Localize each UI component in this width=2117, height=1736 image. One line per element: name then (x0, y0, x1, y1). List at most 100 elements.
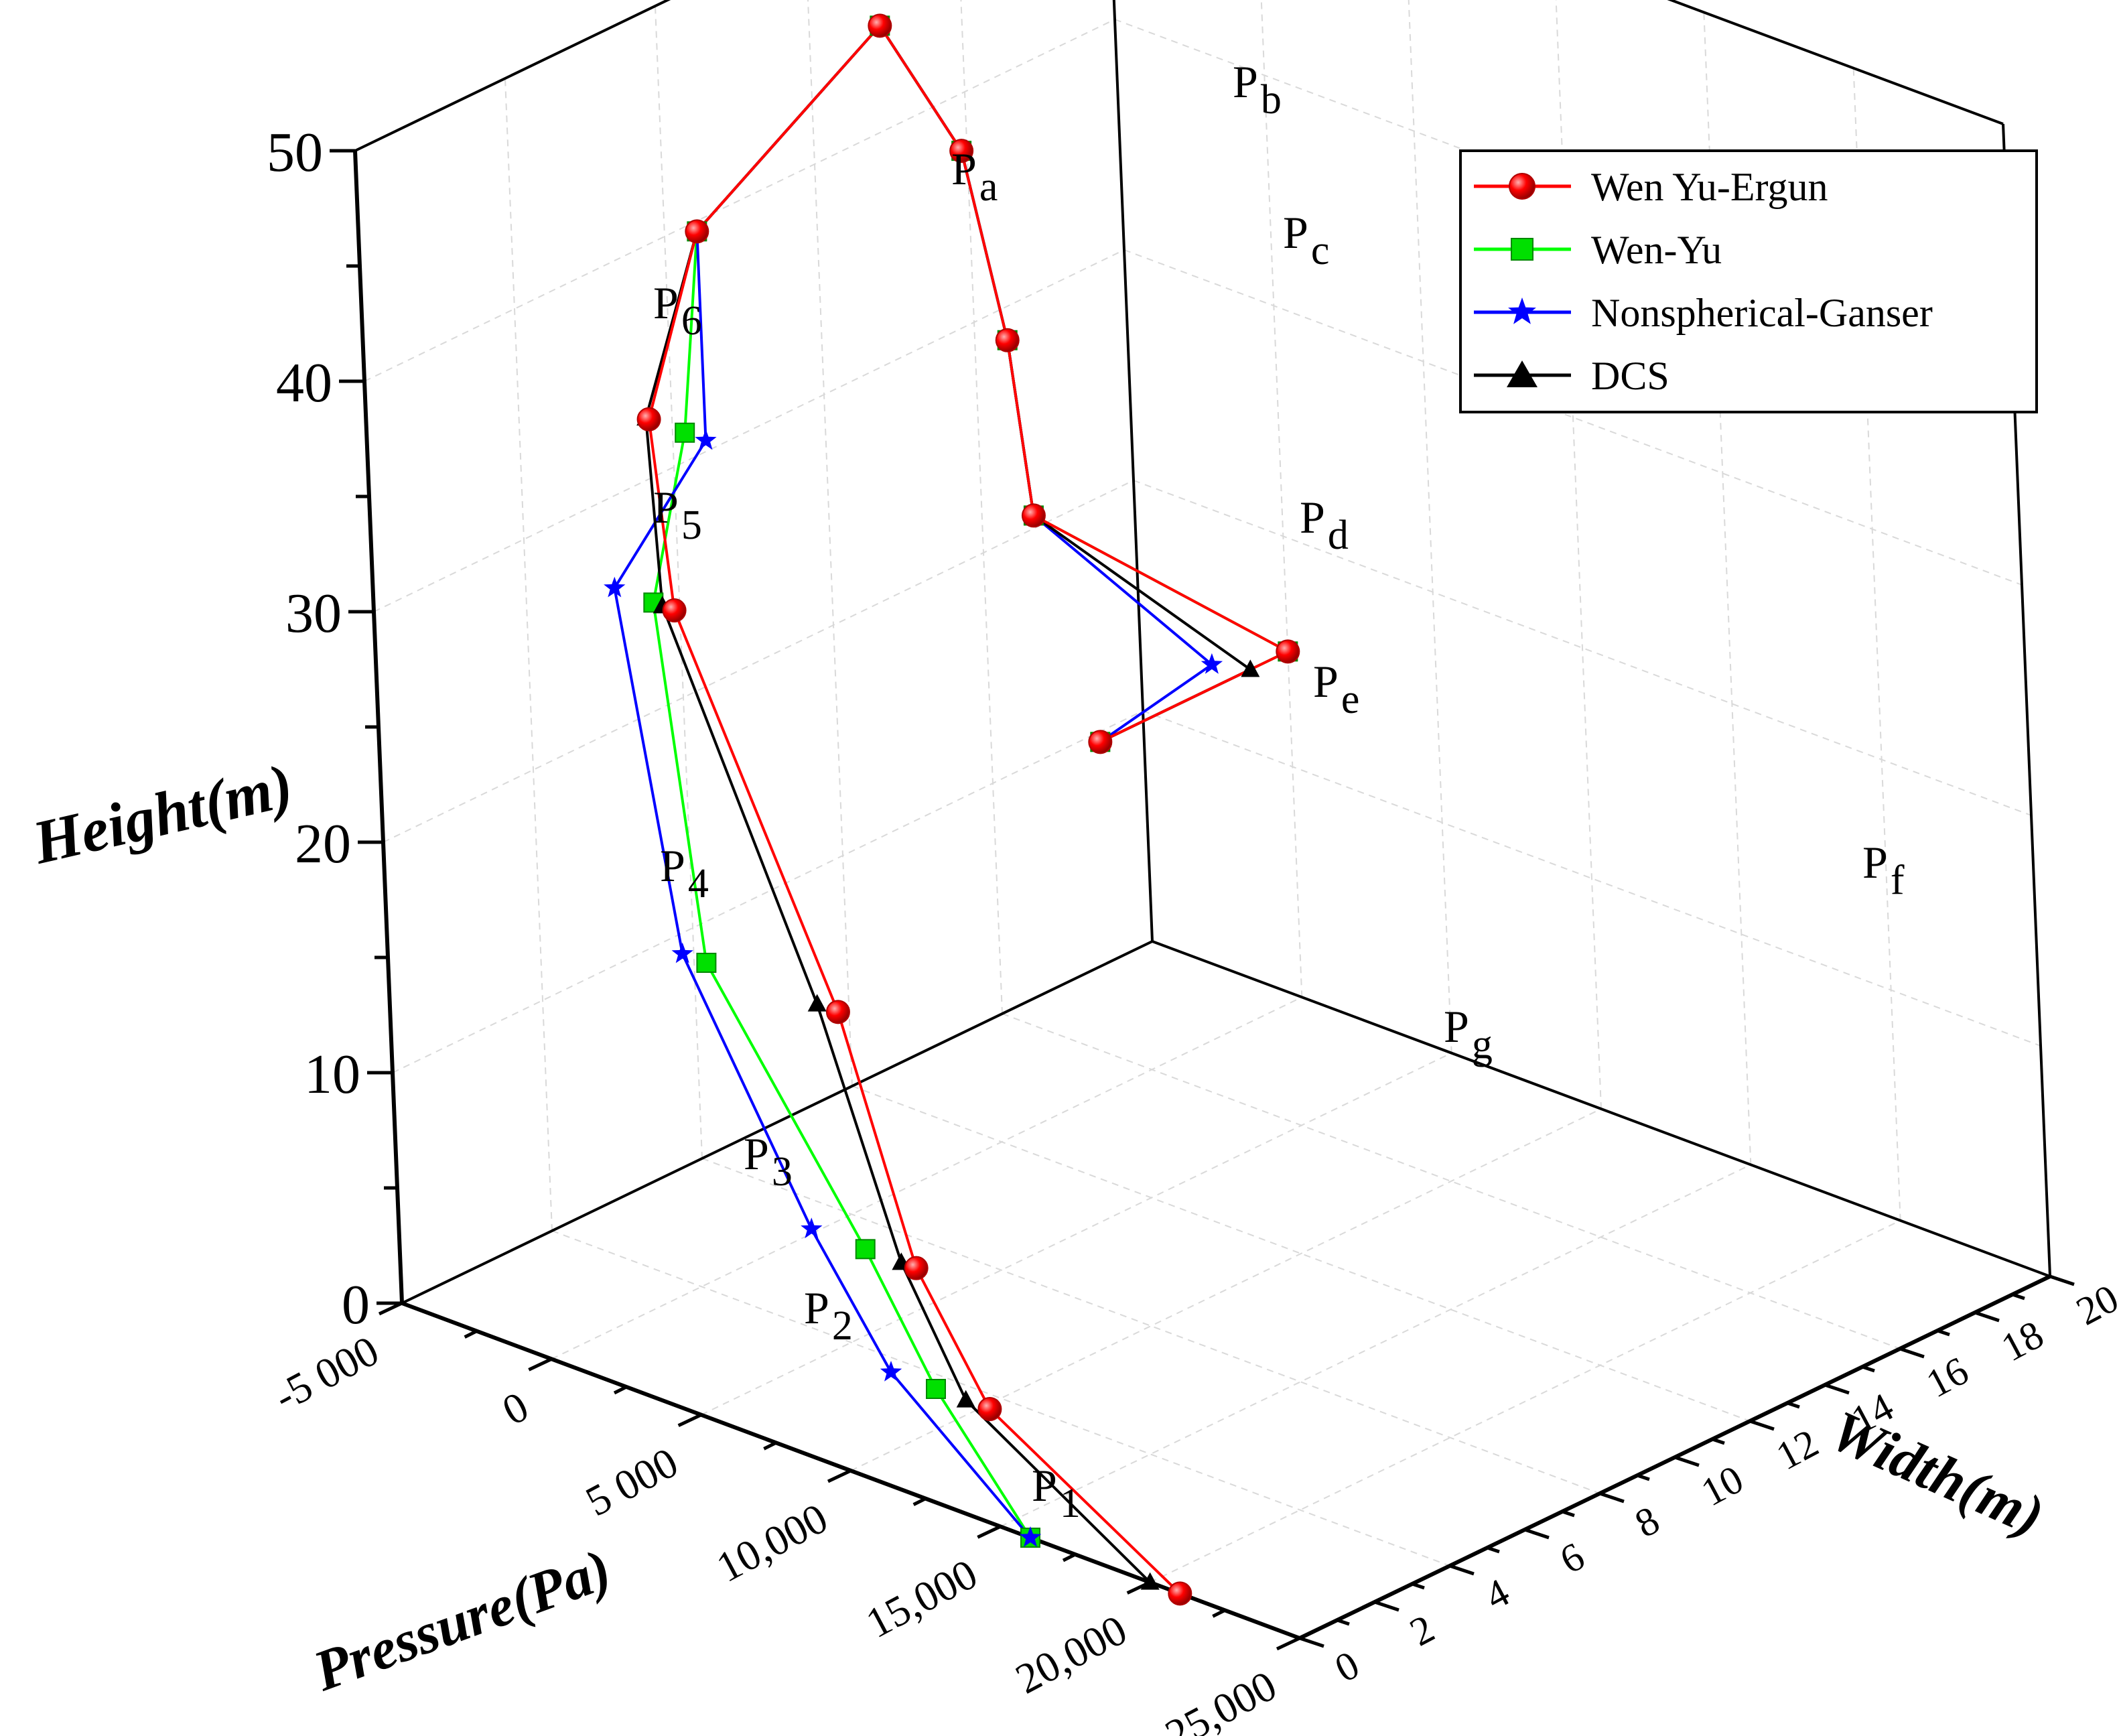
width-axis-title: Width(m) (1822, 1398, 2053, 1548)
gridline-width-left-wall (655, 5, 703, 1159)
point-label-pa: Pa (951, 143, 998, 210)
width-minor-tick (1412, 1582, 1425, 1590)
point-label-pd: Pd (1300, 492, 1349, 558)
gridline-pressure-right-wall (1408, 0, 1452, 1053)
legend-entry-dcs: DCS (1474, 354, 1669, 398)
marker-star-p3 (801, 1217, 823, 1239)
width-minor-tick (1712, 1437, 1725, 1445)
legend-square-marker (1511, 238, 1533, 261)
width-minor-tick (2012, 1292, 2025, 1300)
gridline-width-left-wall (807, 0, 853, 1087)
pressure-minor-tick (912, 1497, 927, 1506)
pressure-tick-label: 0 (494, 1382, 536, 1434)
pressure-major-tick (1276, 1636, 1301, 1651)
series-line-nonspherical-ganser (613, 24, 1213, 1539)
width-major-tick (1524, 1528, 1550, 1540)
width-tick-label: 4 (1478, 1570, 1516, 1618)
pressure-major-tick (528, 1357, 553, 1372)
legend-triangle-marker (1507, 360, 1538, 387)
height-tick-label: 50 (267, 121, 323, 184)
height-tick-label: 0 (342, 1274, 370, 1336)
point-label-pc: Pc (1283, 207, 1329, 273)
gridline-height-left-wall (383, 480, 1134, 843)
gridline-pressure-floor (1000, 1164, 1751, 1528)
marker-circle-pf (1276, 639, 1300, 664)
pressure-tick-label: 20,000 (1008, 1605, 1135, 1702)
legend-label: DCS (1591, 354, 1669, 398)
width-tick-label: 10 (1694, 1457, 1751, 1514)
marker-circle-p5 (662, 598, 687, 622)
legend-entry-wen-yu-ergun: Wen Yu-Ergun (1474, 165, 1828, 209)
marker-circle-p2 (977, 1397, 1002, 1421)
width-major-tick (1899, 1347, 1925, 1359)
legend-label: Nonspherical-Ganser (1591, 291, 1933, 335)
width-tick-label: 8 (1628, 1497, 1666, 1546)
legend-entry-nonspherical-ganser: Nonspherical-Ganser (1474, 291, 1933, 335)
marker-square-p3 (855, 1239, 876, 1260)
pressure-major-tick (677, 1413, 702, 1427)
marker-star-p6 (695, 429, 717, 450)
point-label-p1: P1 (1032, 1460, 1081, 1526)
legend-label: Wen Yu-Ergun (1591, 165, 1828, 209)
marker-star-pf (1201, 653, 1223, 674)
width-tick-label: 2 (1403, 1606, 1441, 1654)
gridline-pressure-floor (551, 996, 1302, 1360)
frame-floor-back-left (401, 940, 1153, 1305)
marker-circle-pc (949, 139, 974, 163)
width-minor-tick (1937, 1329, 1950, 1337)
width-minor-tick (1487, 1546, 1500, 1554)
marker-star-p1 (1019, 1526, 1042, 1547)
gridline-width-left-wall (504, 78, 553, 1231)
marker-circle-p1 (1168, 1581, 1192, 1606)
marker-circle-pd (995, 328, 1020, 352)
point-label-p2: P2 (804, 1282, 853, 1349)
marker-square-p6 (675, 422, 695, 443)
legend: Wen Yu-Ergun Wen-Yu Nonspherical-Ganser … (1459, 149, 2038, 413)
gridline-width-floor (701, 1158, 1600, 1494)
width-tick-label: 6 (1553, 1534, 1591, 1582)
width-tick-label: 16 (1919, 1348, 1976, 1406)
pressure-minor-tick (1062, 1552, 1077, 1562)
gridline-height-left-wall (373, 249, 1125, 612)
width-minor-tick (1562, 1510, 1575, 1518)
height-tick-label: 40 (276, 352, 332, 414)
marker-star-p4 (671, 942, 693, 963)
marker-triangle-p4 (807, 994, 827, 1012)
pressure-major-tick (378, 1301, 403, 1316)
pressure-major-tick (827, 1469, 852, 1483)
width-minor-tick (1862, 1365, 1875, 1373)
marker-triangle-pf (1241, 659, 1260, 677)
series-lines (613, 24, 1290, 1595)
pressure-tick-label: 5 000 (578, 1438, 685, 1525)
pressure-axis-title: Pressure(Pa) (305, 1536, 619, 1703)
gridline-height-left-wall (364, 19, 1115, 382)
height-tick-label: 20 (295, 813, 351, 875)
width-minor-tick (1787, 1401, 1800, 1409)
pressure-tick-label: -5 000 (266, 1327, 386, 1420)
legend-entry-wen-yu: Wen-Yu (1474, 228, 1722, 272)
point-label-p4: P4 (660, 840, 709, 907)
point-label-pf: Pf (1862, 837, 1905, 903)
series-markers (604, 13, 1300, 1606)
marker-circle-p4 (825, 1000, 850, 1024)
point-label-p6: P6 (653, 277, 702, 344)
legend-box (1459, 149, 2038, 413)
width-major-tick (1749, 1419, 1775, 1431)
marker-star-p2 (880, 1361, 902, 1382)
width-major-tick (1299, 1636, 1324, 1648)
width-major-tick (1674, 1455, 1700, 1467)
legend-circle-marker (1509, 173, 1535, 200)
legend-label: Wen-Yu (1591, 228, 1722, 272)
pressure-minor-tick (763, 1441, 777, 1451)
point-labels: P1 P2 P3 P4 P5 P6 Pa Pb Pc Pd Pe Pf Pg (653, 56, 1905, 1526)
legend-star-marker (1508, 297, 1536, 324)
height-tick-label: 30 (285, 582, 342, 645)
width-major-tick (2049, 1274, 2075, 1286)
marker-circle-pg (1088, 730, 1113, 754)
width-tick-label: 0 (1328, 1642, 1366, 1690)
point-label-pg: Pg (1444, 1001, 1493, 1067)
gridline-pressure-right-wall (1260, 0, 1303, 998)
gridline-pressure-floor (850, 1108, 1602, 1471)
gridline-width-floor (551, 1230, 1450, 1566)
